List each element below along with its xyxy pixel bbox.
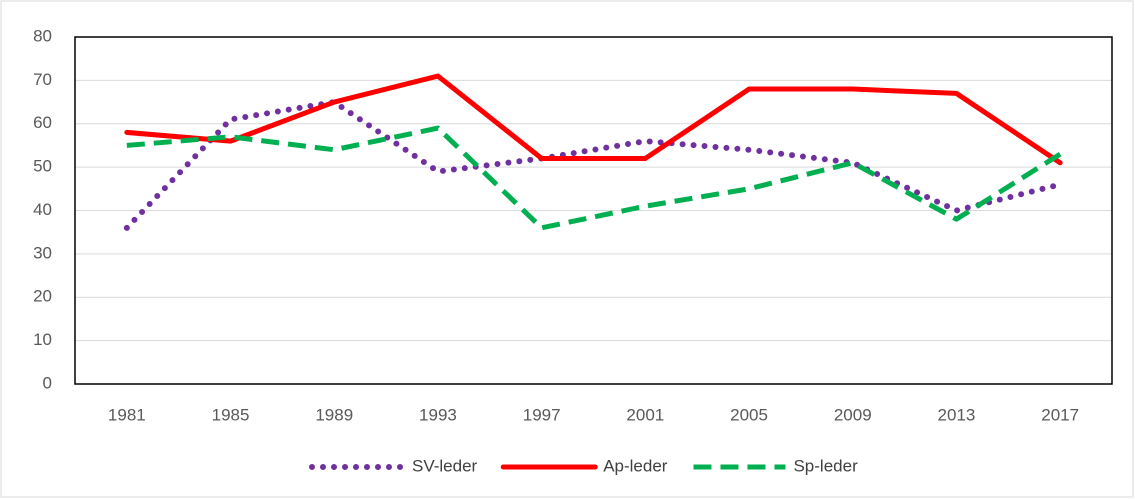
y-tick-label: 10 — [33, 330, 52, 349]
x-tick-label: 1989 — [315, 405, 353, 424]
y-tick-label: 0 — [43, 373, 52, 392]
y-tick-label: 70 — [33, 70, 52, 89]
y-tick-label: 40 — [33, 200, 52, 219]
x-tick-label: 1993 — [419, 405, 457, 424]
x-tick-label: 2013 — [938, 405, 976, 424]
y-tick-label: 30 — [33, 243, 52, 262]
y-tick-label: 50 — [33, 157, 52, 176]
line-series — [124, 73, 1063, 166]
y-tick-label: 20 — [33, 287, 52, 306]
plot-border — [74, 36, 1113, 385]
x-tick-label: 1985 — [212, 405, 250, 424]
x-tick-label: 2001 — [626, 405, 664, 424]
x-tick-label: 1997 — [523, 405, 561, 424]
x-tick-label: 1981 — [108, 405, 146, 424]
legend-label: Sp-leder — [793, 456, 858, 475]
x-tick-label: 2009 — [834, 405, 872, 424]
y-tick-label: 60 — [33, 113, 52, 132]
line-series — [123, 99, 1064, 231]
x-tick-label: 2005 — [730, 405, 768, 424]
legend-label: Ap-leder — [603, 456, 668, 475]
y-tick-label: 80 — [33, 26, 52, 45]
legend-label: SV-leder — [412, 456, 478, 475]
x-tick-label: 2017 — [1041, 405, 1079, 424]
